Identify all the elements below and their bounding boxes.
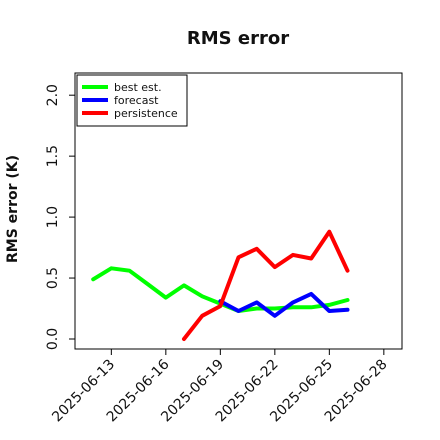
y-tick-label: 2.0 bbox=[45, 84, 61, 106]
y-tick-label: 1.5 bbox=[45, 145, 61, 167]
series-line-persistence bbox=[182, 229, 350, 341]
y-tick-label: 1.0 bbox=[45, 206, 61, 228]
y-axis: 0.0 0.5 1.0 1.5 2.0 bbox=[45, 84, 75, 350]
legend-label: persistence bbox=[114, 107, 178, 120]
legend-label: forecast bbox=[114, 94, 159, 107]
x-axis: 2025-06-132025-06-162025-06-192025-06-22… bbox=[49, 349, 391, 425]
y-tick-label: 0.5 bbox=[45, 267, 61, 289]
y-tick-label: 0.0 bbox=[45, 328, 61, 350]
plot-frame bbox=[74, 72, 403, 350]
series-line-forecast bbox=[218, 291, 350, 318]
y-axis-label: RMS error (K) bbox=[5, 155, 21, 263]
series-layer bbox=[91, 229, 350, 341]
chart-title: RMS error bbox=[187, 28, 289, 49]
legend-label: best est. bbox=[114, 81, 162, 94]
